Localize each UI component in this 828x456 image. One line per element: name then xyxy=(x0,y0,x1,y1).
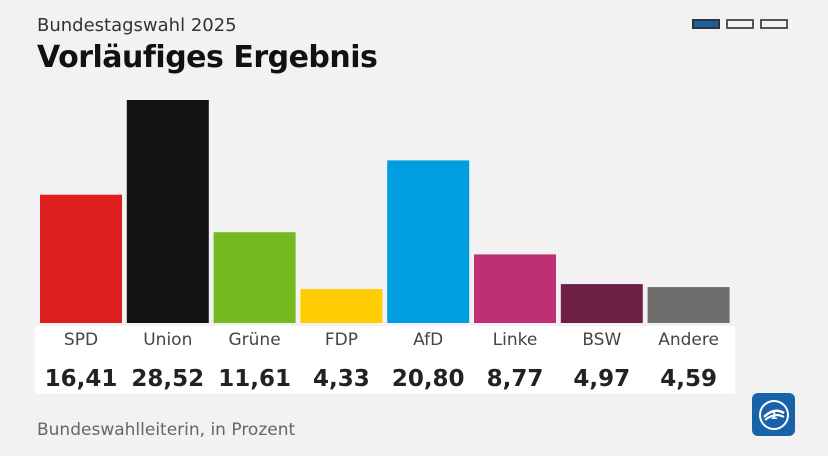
value-label: 4,97 xyxy=(573,366,630,392)
bar-linke xyxy=(474,254,556,323)
category-label: SPD xyxy=(64,330,98,350)
svg-text:1: 1 xyxy=(770,409,778,422)
category-label: BSW xyxy=(582,330,621,350)
source-note: Bundeswahlleiterin, in Prozent xyxy=(37,420,296,440)
slide-pager xyxy=(692,19,788,29)
value-label: 28,52 xyxy=(131,366,204,392)
category-label: Grüne xyxy=(229,330,281,350)
value-label: 8,77 xyxy=(487,366,544,392)
bar-bsw xyxy=(560,284,643,323)
pager-dot-1[interactable] xyxy=(692,19,720,29)
category-label: Union xyxy=(143,330,192,350)
tagesschau-logo-icon[interactable]: 1 xyxy=(752,393,795,436)
chart-subtitle: Bundestagswahl 2025 xyxy=(37,15,237,36)
pager-dot-2[interactable] xyxy=(726,19,754,29)
value-label: 4,59 xyxy=(660,366,717,392)
chart-title: Vorläufiges Ergebnis xyxy=(37,40,378,75)
bar-andere xyxy=(647,287,730,323)
category-label: Linke xyxy=(493,330,538,350)
bar-union xyxy=(126,100,209,323)
category-label: Andere xyxy=(658,330,719,350)
bar-grüne xyxy=(213,232,296,323)
bar-afd xyxy=(387,160,470,323)
value-label: 20,80 xyxy=(392,366,465,392)
category-label: FDP xyxy=(325,330,358,350)
category-label: AfD xyxy=(413,330,443,350)
bar-fdp xyxy=(300,289,383,323)
value-label: 11,61 xyxy=(218,366,291,392)
bar-spd xyxy=(40,194,122,323)
value-label: 16,41 xyxy=(45,366,118,392)
value-label: 4,33 xyxy=(313,366,370,392)
pager-dot-3[interactable] xyxy=(760,19,788,29)
labels-panel xyxy=(35,326,735,394)
bar-chart: SPD 16,41 Union 28,52 Grüne 11,61 FDP 4,33 AfD 20… xyxy=(40,100,730,392)
